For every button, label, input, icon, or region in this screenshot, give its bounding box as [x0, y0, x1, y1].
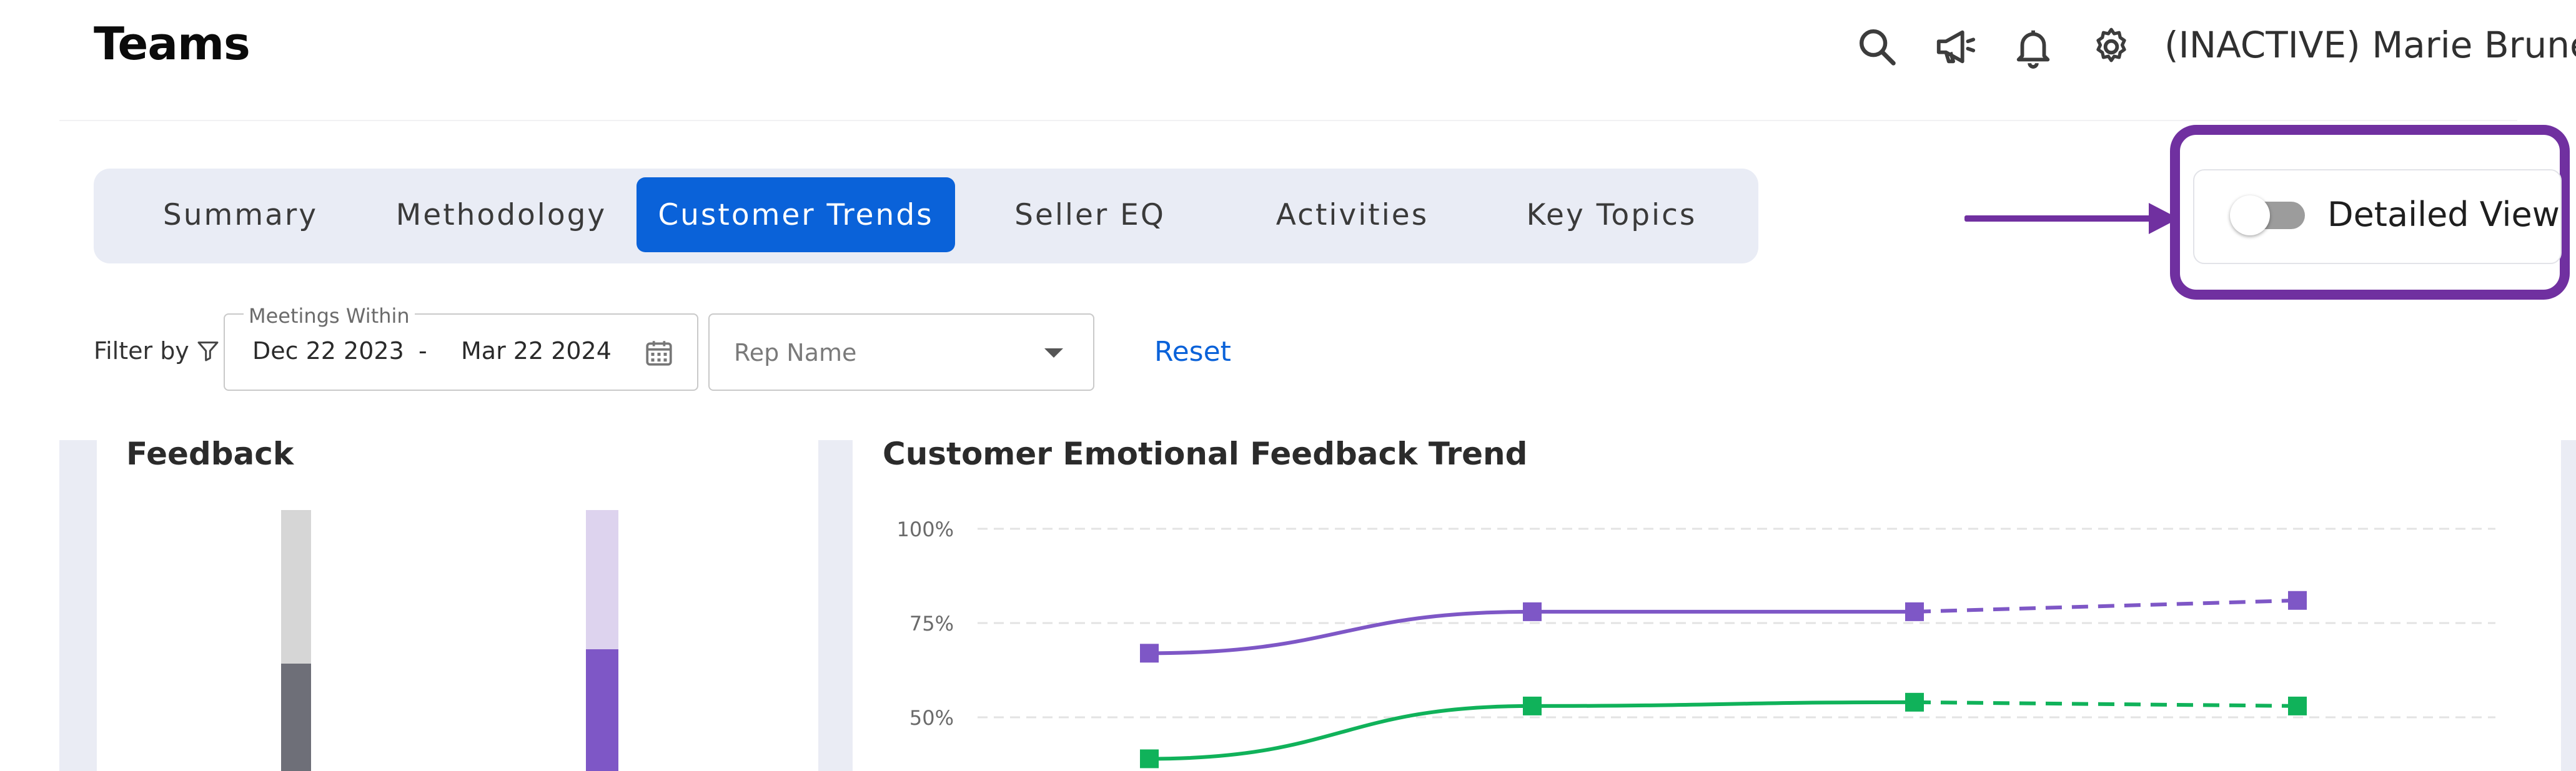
data-point-marker[interactable]	[1140, 644, 1159, 663]
data-point-marker[interactable]	[1905, 692, 1924, 712]
y-tick-label: 75%	[909, 612, 954, 636]
data-point-marker[interactable]	[1523, 602, 1542, 621]
tab-activities[interactable]: Activities	[1276, 197, 1429, 232]
chevron-down-icon[interactable]	[1044, 348, 1063, 358]
page-title: Teams	[94, 17, 250, 70]
trend-line-chart: 100% 75% 50%	[897, 518, 2495, 769]
trend-panel	[853, 440, 2561, 771]
feedback-bar[interactable]	[586, 510, 618, 771]
panel-gutter-middle	[818, 440, 853, 771]
data-point-marker[interactable]	[1140, 749, 1159, 769]
header-divider	[59, 120, 2517, 121]
trend-panel-title: Customer Emotional Feedback Trend	[883, 436, 1528, 472]
feedback-bar-top-segment	[586, 510, 618, 649]
feedback-panel	[97, 440, 818, 771]
end-date-value[interactable]: Mar 22 2024	[461, 337, 612, 365]
annotation-highlight-box	[2170, 125, 2570, 300]
gear-icon[interactable]	[2089, 25, 2133, 69]
feedback-bar-top-segment	[281, 510, 311, 664]
y-tick-label: 50%	[909, 706, 954, 730]
feedback-bar-bottom-segment	[586, 649, 618, 771]
tab-summary[interactable]: Summary	[162, 197, 319, 232]
user-name: (INACTIVE) Marie Brunet	[2164, 24, 2576, 66]
feedback-panel-title: Feedback	[126, 436, 294, 472]
data-point-marker[interactable]	[2288, 591, 2307, 610]
toggle-knob[interactable]	[2230, 195, 2270, 235]
megaphone-icon[interactable]	[1933, 25, 1977, 69]
filter-by-label: Filter by	[94, 337, 220, 365]
data-point-marker[interactable]	[2288, 696, 2307, 715]
feedback-bar[interactable]	[281, 510, 311, 771]
data-point-marker[interactable]	[1905, 602, 1924, 621]
panel-gutter-right	[2561, 440, 2576, 771]
date-separator: -	[419, 337, 427, 365]
feedback-bar-bottom-segment	[281, 664, 311, 771]
meetings-within-label: Meetings Within	[244, 304, 415, 328]
filter-icon	[197, 341, 219, 361]
reset-link[interactable]: Reset	[1154, 336, 1231, 368]
bell-icon[interactable]	[2011, 25, 2055, 69]
annotation-arrow	[1964, 215, 2152, 222]
detailed-view-label: Detailed View	[2327, 195, 2560, 234]
series-line-forecast	[1914, 598, 2298, 614]
calendar-icon[interactable]	[643, 337, 675, 368]
rep-name-placeholder: Rep Name	[734, 339, 857, 366]
user-menu[interactable]: (INACTIVE) Marie Brunet	[2164, 24, 2576, 66]
tab-customer-trends[interactable]: Customer Trends	[637, 177, 955, 252]
data-point-marker[interactable]	[1523, 696, 1542, 715]
tab-methodology[interactable]: Methodology	[395, 197, 607, 232]
start-date-value[interactable]: Dec 22 2023	[252, 337, 404, 365]
search-icon[interactable]	[1855, 25, 1899, 69]
tab-key-topics[interactable]: Key Topics	[1526, 197, 1697, 232]
meetings-within-field[interactable]	[224, 313, 698, 391]
y-tick-label: 100%	[897, 518, 954, 541]
rep-name-select[interactable]	[708, 313, 1094, 391]
tab-seller-eq[interactable]: Seller EQ	[1014, 197, 1166, 232]
series-line-forecast	[1914, 700, 2298, 708]
panel-gutter-left	[59, 440, 97, 771]
